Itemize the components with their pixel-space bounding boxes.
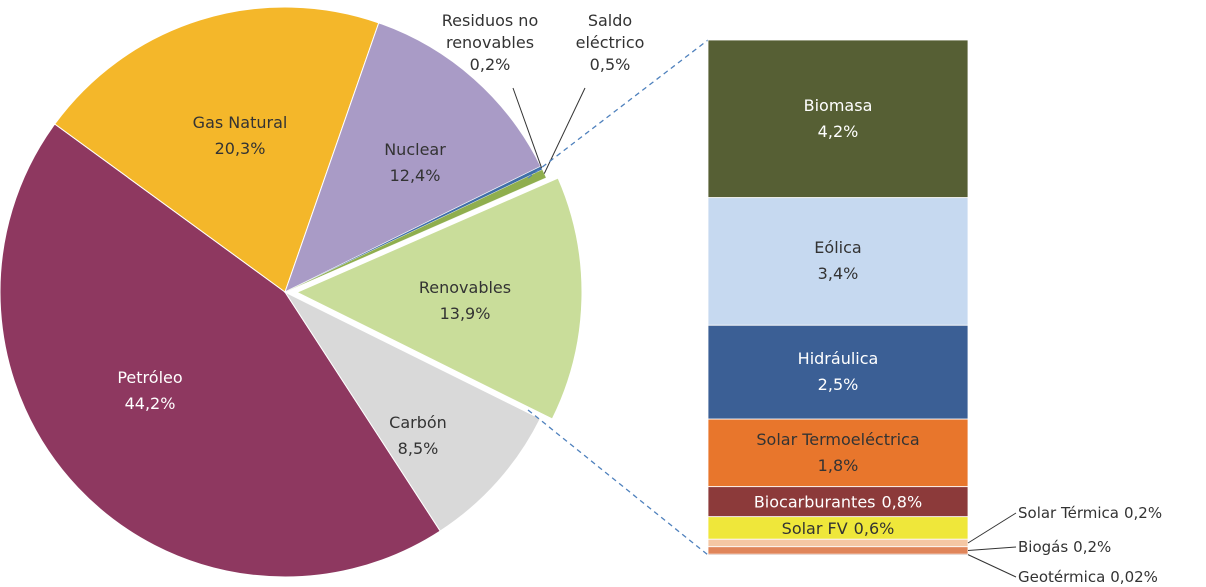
leader-line — [512, 87, 543, 169]
segment-label: Solar Térmica 0,2% — [1018, 504, 1162, 522]
leader-line — [967, 554, 1017, 578]
leader-line — [967, 512, 1017, 544]
slice-value: 0,5% — [589, 55, 631, 74]
slice-value: 8,5% — [397, 439, 439, 458]
slice-label: Petróleo — [117, 368, 183, 387]
segment-label: Geotérmica 0,02% — [1018, 568, 1158, 586]
slice-value: 20,3% — [214, 139, 266, 158]
slice-label: Saldo eléctrico — [575, 11, 645, 52]
segment-name: Biogás — [1018, 538, 1068, 556]
segment-label: Biomasa — [803, 95, 873, 115]
slice-label: Carbón — [389, 413, 447, 432]
bar-segment — [707, 546, 969, 555]
segment-name: Solar FV — [782, 519, 848, 538]
connector — [527, 409, 709, 556]
segment-value: 0,8% — [882, 493, 923, 512]
bar-segment — [707, 39, 969, 199]
bar-segment — [707, 418, 969, 488]
leader-line — [543, 87, 586, 174]
segment-name: Solar Térmica — [1018, 504, 1119, 522]
segment-value: 4,2% — [817, 121, 859, 141]
segment-label: Solar Termoeléctrica — [756, 429, 920, 449]
segment-label: Biogás 0,2% — [1018, 538, 1111, 556]
slice-value: 13,9% — [439, 304, 491, 323]
segment-label: Hidráulica — [797, 349, 879, 369]
slice-label: Residuos no renovables — [441, 11, 539, 52]
bar-segment — [707, 538, 969, 548]
slice-label: Nuclear — [384, 140, 446, 159]
pie-slice — [54, 6, 380, 293]
segment-label: Biocarburantes 0,8% — [754, 493, 922, 512]
slice-value: 0,2% — [469, 55, 511, 74]
slice-label: Gas Natural — [192, 113, 288, 132]
segment-value: 2,5% — [817, 375, 859, 395]
slice-value: 44,2% — [124, 394, 176, 413]
segment-label: Eólica — [814, 238, 862, 258]
segment-label: Solar FV 0,6% — [782, 519, 895, 538]
pie-slice — [284, 22, 542, 293]
bar-segment — [707, 324, 969, 420]
segment-value: 0,2% — [1124, 504, 1162, 522]
leader-line — [967, 546, 1017, 551]
bar-segment — [707, 553, 969, 556]
segment-name: Biocarburantes — [754, 493, 876, 512]
connector — [527, 39, 709, 179]
pie-slice — [283, 290, 541, 532]
pie-slice — [295, 177, 583, 420]
segment-value: 3,4% — [817, 264, 859, 284]
slice-label: Renovables — [418, 278, 512, 297]
segment-value: 1,8% — [817, 455, 859, 475]
segment-name: Geotérmica — [1018, 568, 1105, 586]
pie-slice — [0, 123, 441, 578]
slice-value: 12,4% — [389, 166, 441, 185]
bar-segment — [707, 197, 969, 326]
segment-value: 0,6% — [854, 519, 895, 538]
segment-value: 0,02% — [1110, 568, 1158, 586]
segment-value: 0,2% — [1073, 538, 1111, 556]
